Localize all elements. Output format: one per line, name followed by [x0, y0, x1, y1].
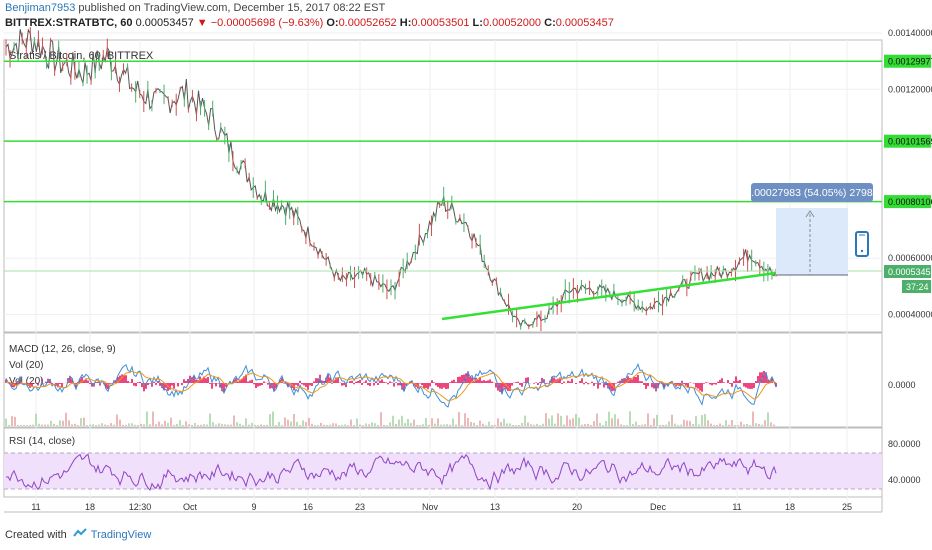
tradingview-brand-link[interactable]: TradingView: [90, 528, 152, 541]
level-price-tag-3: [884, 195, 931, 209]
last-price-tag: [884, 265, 931, 278]
symbol-label: BITTREX:STRATBTC, 60: [5, 17, 133, 29]
measure-label-box: [751, 183, 873, 202]
price-tick-label: 0.00060000: [888, 253, 932, 263]
price-series: [5, 27, 777, 332]
time-tick-label: Oct: [183, 502, 198, 512]
macd-panel[interactable]: [3, 332, 883, 428]
measure-range-box[interactable]: [776, 208, 848, 275]
rsi-line: [5, 453, 777, 492]
rsi-tick-label: 80.0000: [888, 439, 921, 449]
time-tick-label: 11: [732, 502, 741, 512]
vol-legend-1: Vol (20): [9, 360, 43, 371]
price-change: ▼ −0.00005698 (−9.63%): [196, 17, 324, 29]
level-price-text-1: 0.00129977: [888, 57, 932, 67]
time-axis[interactable]: 11 18 12:30 Oct 9 16 23 Nov 13 20 Dec 11 18 25: [31, 502, 852, 512]
time-tick-label: 13: [490, 502, 500, 512]
trend-line[interactable]: [441, 271, 777, 321]
volume-bars: [5, 411, 775, 426]
created-with-text: Created with: [5, 528, 67, 541]
ohlc-header: BITTREX:STRATBTC, 60 0.00053457 ▼ −0.000…: [5, 17, 614, 29]
countdown-tag: [902, 280, 931, 293]
tradingview-logo-icon: [72, 528, 87, 541]
price-tick-label: 0.00040000: [888, 310, 932, 320]
close-label: C:: [544, 17, 556, 29]
time-tick-label: 18: [85, 502, 95, 512]
level-price-tag-1: [884, 54, 931, 68]
high-label: H:: [399, 17, 412, 29]
macd-line: [5, 362, 777, 408]
macd-title: MACD (12, 26, close, 9): [9, 344, 116, 355]
low-value: 0.00052000: [482, 17, 542, 29]
time-tick-label: 20: [572, 502, 582, 512]
publish-info: Benjiman7953 published on TradingView.co…: [5, 2, 385, 14]
rsi-title: RSI (14, close): [9, 436, 75, 447]
time-tick-label: 11: [31, 502, 40, 512]
countdown-text: 37:24: [906, 282, 929, 292]
rsi-tick-label: 40.0000: [888, 475, 921, 485]
time-tick-label: Nov: [422, 502, 439, 512]
level-price-tag-2: [884, 134, 931, 148]
open-label: O:: [326, 17, 339, 29]
macd-tick-label: 0.0000: [888, 380, 916, 390]
price-tick-label: 0.00140000: [888, 28, 932, 38]
level-price-text-2: 0.00101569: [888, 137, 932, 147]
time-tick-label: 12:30: [129, 502, 152, 512]
last-price-tag-text: 0.00053457: [888, 267, 932, 277]
time-tick-label: 9: [251, 502, 256, 512]
author-link[interactable]: Benjiman7953: [5, 2, 76, 14]
mobile-icon[interactable]: [855, 231, 869, 257]
published-text: published on TradingView.com, December 1…: [78, 2, 386, 14]
price-panel-title: Stratis / Bitcoin, 60, BITTREX: [9, 50, 154, 62]
time-tick-label: 23: [355, 502, 365, 512]
footer: Created with TradingView: [5, 528, 151, 541]
level-price-text-3: 0.00080106: [888, 197, 932, 207]
last-price: 0.00053457: [135, 17, 194, 29]
time-tick-label: 18: [785, 502, 795, 512]
time-tick-label: Dec: [650, 502, 667, 512]
open-value: 0.00052652: [338, 17, 397, 29]
high-value: 0.00053501: [411, 17, 470, 29]
signal-line: [5, 370, 777, 402]
low-label: L:: [472, 17, 483, 29]
time-tick-label: 16: [303, 502, 313, 512]
measure-label: 0.00027983 (54.05%) 27983: [745, 187, 878, 199]
time-tick-label: 25: [842, 502, 852, 512]
price-tick-label: 0.00120000: [888, 84, 932, 94]
close-value: 0.00053457: [555, 17, 614, 29]
rsi-band: [4, 453, 882, 489]
measure-arrow-head: [805, 210, 815, 218]
price-panel[interactable]: [3, 39, 883, 333]
vol-legend-2: Vol (20): [9, 376, 43, 387]
grid-lines: [4, 32, 882, 512]
